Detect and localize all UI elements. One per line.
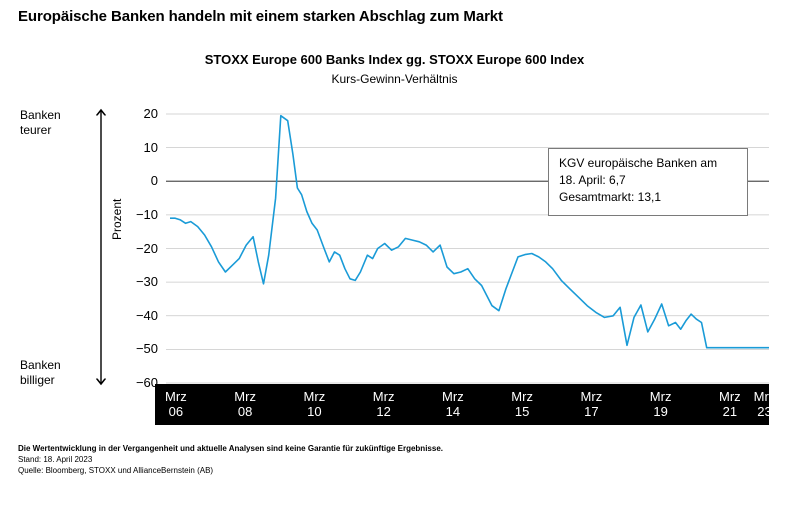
y-tick-label: 0 <box>150 173 158 189</box>
headline: Europäische Banken handeln mit einem sta… <box>18 8 503 25</box>
y-tick-label: −20 <box>135 240 158 256</box>
annotation-line1: KGV europäische Banken am <box>559 156 718 170</box>
x-tick-label: Mrz 17 <box>571 384 611 419</box>
annotation-line2: 18. April: 6,7 <box>559 173 626 187</box>
x-tick-year: 10 <box>307 404 322 419</box>
label-banks-expensive-line2: teurer <box>20 123 52 137</box>
x-tick-label: Mrz 08 <box>225 384 265 419</box>
x-tick-label: Mrz 23 <box>744 384 784 419</box>
x-tick-month: Mrz <box>303 389 326 404</box>
x-tick-month: Mrz <box>511 389 533 404</box>
x-tick-year: 08 <box>237 404 253 419</box>
x-tick-year: 17 <box>584 404 599 419</box>
series-line-banks-vs-market <box>170 114 769 349</box>
footer-date: Stand: 18. April 2023 <box>18 455 93 464</box>
x-tick-month: Mrz <box>580 389 603 404</box>
y-tick-label: 10 <box>143 139 158 155</box>
x-tick-label: Mrz 19 <box>641 384 681 419</box>
x-tick-year: 12 <box>376 404 391 419</box>
label-banks-expensive: Banken teurer <box>20 108 61 138</box>
label-banks-expensive-line1: Banken <box>20 108 61 122</box>
y-tick-label: 20 <box>143 106 158 121</box>
x-tick-year: 23 <box>757 404 772 419</box>
x-tick-month: Mrz <box>165 389 187 404</box>
x-tick-month: Mrz <box>753 389 776 404</box>
label-banks-cheap-line2: billiger <box>20 373 55 387</box>
x-axis-bar: Mrz 06 Mrz 08 Mrz 10 Mrz 12 Mrz 14 Mrz 15 Mrz 17 Mrz 19… <box>155 384 775 425</box>
chart-title: STOXX Europe 600 Banks Index gg. STOXX E… <box>204 52 585 67</box>
x-tick-label: Mrz 21 <box>710 384 750 419</box>
y-tick-label: −10 <box>135 206 158 222</box>
x-tick-year: 19 <box>653 404 668 419</box>
footer-disclaimer: Die Wertentwicklung in der Vergangenheit… <box>18 444 443 453</box>
footer-source: Quelle: Bloomberg, STOXX und AllianceBer… <box>18 466 214 475</box>
x-tick-month: Mrz <box>372 389 395 404</box>
y-tick-label: −50 <box>135 341 158 357</box>
y-tick-label: −40 <box>135 307 158 323</box>
x-tick-label: Mrz 14 <box>433 384 473 419</box>
x-tick-month: Mrz <box>442 389 464 404</box>
annotation-line3: Gesamtmarkt: 13,1 <box>559 190 662 204</box>
label-banks-cheap: Banken billiger <box>20 358 61 388</box>
x-tick-month: Mrz <box>234 389 256 404</box>
x-tick-month: Mrz <box>649 389 672 404</box>
label-banks-cheap-line1: Banken <box>20 358 61 372</box>
x-tick-year: 15 <box>514 404 530 419</box>
x-tick-month: Mrz <box>719 389 741 404</box>
annotation-box: KGV europäische Banken am 18. April: 6,7… <box>548 148 748 216</box>
x-tick-label: Mrz 12 <box>364 384 404 419</box>
y-tick-label: −60 <box>135 375 158 390</box>
x-tick-label: Mrz 10 <box>294 384 334 419</box>
x-tick-label: Mrz 06 <box>156 384 196 419</box>
chart-subtitle: Kurs-Gewinn-Verhältnis <box>331 72 458 86</box>
x-tick-label: Mrz 15 <box>502 384 542 419</box>
y-tick-label: −30 <box>135 274 158 290</box>
x-tick-year: 14 <box>445 404 461 419</box>
x-tick-year: 21 <box>722 404 738 419</box>
x-tick-year: 06 <box>168 404 184 419</box>
